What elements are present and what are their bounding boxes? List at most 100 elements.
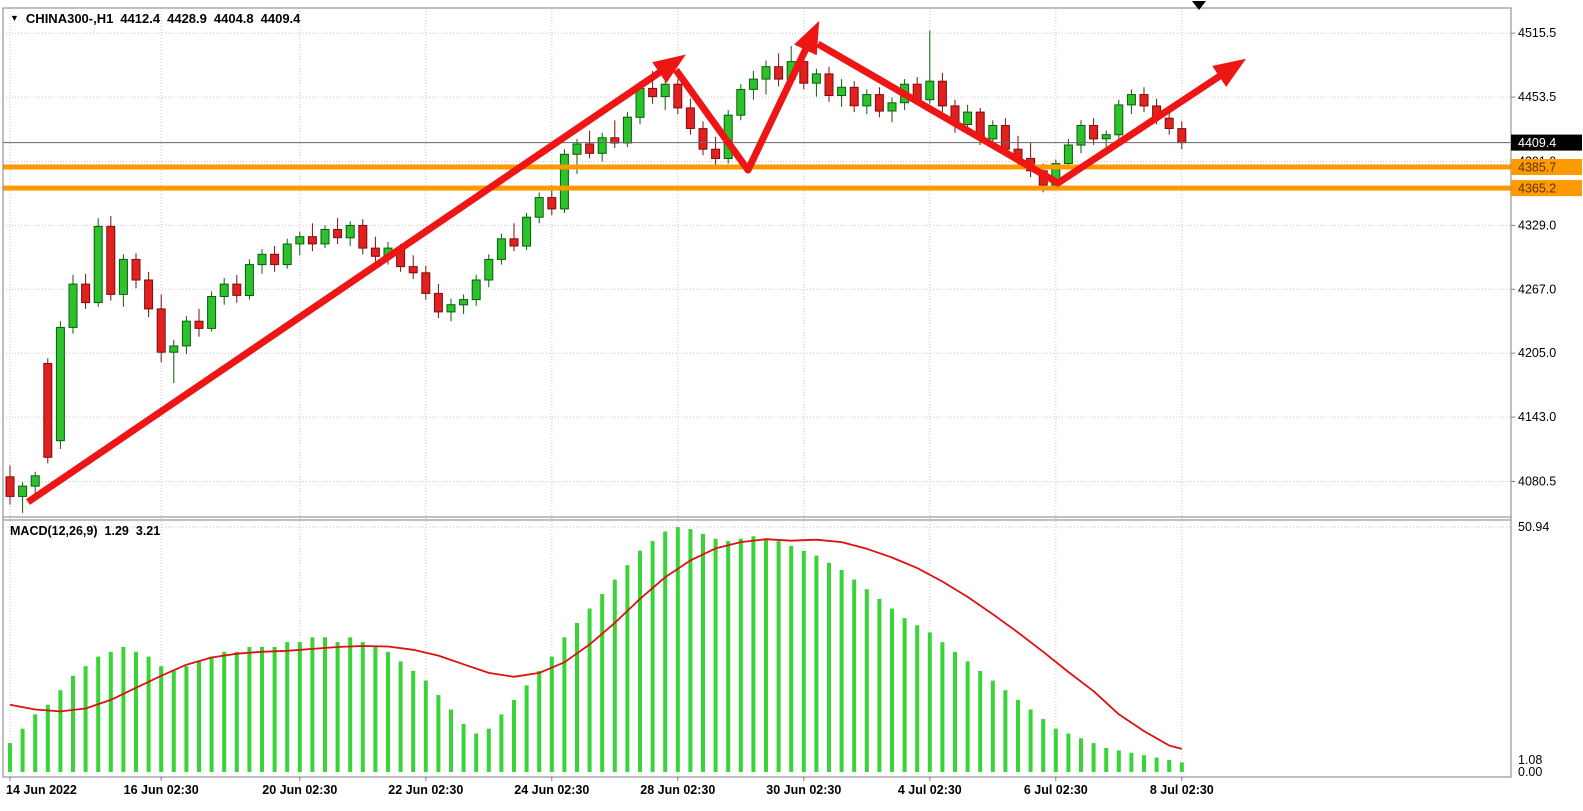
trend-arrow[interactable] (26, 54, 686, 505)
macd-bar (1016, 699, 1020, 772)
candle-body (673, 83, 683, 109)
candle-body (761, 66, 771, 80)
chart-borders (2, 7, 1512, 778)
candle-body (471, 279, 481, 301)
candle-body (307, 236, 317, 245)
candle-body (622, 116, 632, 144)
symbol-dropdown-icon[interactable]: ▼ (10, 13, 19, 23)
symbol-timeframe-label: CHINA300-,H1 (25, 11, 114, 26)
candle-body (358, 224, 368, 249)
candle-body (43, 363, 53, 458)
candle-body (837, 86, 847, 97)
chart-shift-marker-icon[interactable] (1192, 1, 1206, 10)
macd-bar (121, 647, 126, 772)
svg-text:4385.7: 4385.7 (1518, 161, 1556, 175)
macd-bar (1079, 738, 1083, 772)
macd-bar (1091, 743, 1096, 772)
candle-body (333, 229, 343, 239)
time-axis[interactable]: 14 Jun 2022 16 Jun 02:30 20 Jun 02:30 22 Ju… (6, 777, 1214, 797)
candle-body (484, 258, 494, 281)
time-tick-label: 4 Jul 02:30 (898, 783, 962, 797)
candle-body (207, 296, 217, 329)
candle-body (257, 253, 267, 266)
candle-body (421, 272, 431, 294)
macd-bar (335, 642, 340, 772)
macd-bar (1154, 757, 1159, 772)
time-tick-label: 6 Jul 02:30 (1024, 783, 1088, 797)
time-tick-label: 8 Jul 02:30 (1150, 783, 1214, 797)
macd-bar (537, 671, 542, 772)
macd-bar (1104, 748, 1109, 772)
price-tick-label: 4453.5 (1518, 90, 1556, 104)
trend-arrow[interactable] (673, 20, 820, 174)
candle-body (1063, 144, 1073, 164)
macd-bar (411, 671, 416, 772)
macd-bar (864, 589, 869, 772)
trend-arrow[interactable] (816, 40, 1247, 187)
trend-arrows[interactable] (26, 20, 1247, 505)
macd-bar (83, 666, 88, 772)
time-tick-label: 20 Jun 02:30 (262, 783, 337, 797)
macd-bar (499, 714, 504, 772)
candle-body (156, 308, 166, 353)
svg-text:4409.4: 4409.4 (1518, 136, 1556, 150)
macd-bar (297, 642, 302, 772)
svg-text:4365.2: 4365.2 (1518, 182, 1556, 196)
price-tick-label: 4080.5 (1518, 475, 1556, 489)
macd-bar (738, 538, 743, 772)
macd-tick-label: 1.08 (1518, 753, 1542, 767)
macd-bar (852, 579, 857, 772)
macd-bar (1066, 733, 1071, 772)
macd-bar (449, 709, 453, 772)
candle-body (282, 243, 292, 266)
candle-body (988, 125, 998, 140)
candle-body (1089, 125, 1099, 140)
candle-body (1139, 94, 1149, 107)
macd-bar (184, 666, 189, 772)
candle-body (459, 299, 469, 306)
candle-body (748, 78, 758, 90)
macd-bar (827, 562, 831, 772)
current-price-badge: 4409.4 (1511, 134, 1582, 151)
macd-bar (486, 728, 491, 772)
candle-body (937, 80, 947, 107)
candle-body (320, 229, 330, 245)
candle-body (1164, 117, 1174, 129)
candle-body (408, 266, 418, 274)
candle-body (131, 258, 141, 281)
macd-signal-current-value: 3.21 (135, 524, 161, 538)
candle-body (181, 320, 191, 347)
macd-bar (688, 529, 693, 772)
price-high-label: 4428.9 (167, 11, 207, 26)
candle-body (496, 238, 506, 260)
candle-body (232, 283, 242, 296)
macd-bar (348, 637, 353, 772)
macd-bar (1167, 760, 1172, 772)
macd-bar (713, 538, 718, 772)
macd-signal-line (9, 538, 1183, 750)
macd-bar (1142, 755, 1146, 772)
macd-indicator-header: MACD(12,26,9) 1.29 3.21 (10, 524, 160, 538)
macd-bar (360, 642, 365, 772)
macd-bar (625, 565, 630, 772)
macd-bar (96, 656, 101, 772)
macd-axis[interactable]: 50.94 1.080.00 (1518, 520, 1549, 779)
candle-body (1076, 125, 1086, 146)
macd-bar (285, 642, 290, 772)
macd-bar (600, 594, 605, 772)
macd-bar (612, 579, 617, 772)
candle-body (660, 83, 670, 98)
macd-bar (801, 550, 806, 772)
price-low-label: 4404.8 (213, 11, 254, 26)
macd-bar (953, 651, 957, 772)
level-price-badge: 4385.7 (1511, 159, 1582, 175)
grid-layer (3, 8, 1511, 777)
macd-bar (1053, 728, 1058, 772)
price-open-label: 4412.4 (120, 11, 161, 26)
candle-body (1000, 125, 1010, 150)
candle-body (1101, 134, 1111, 140)
candle-body (370, 247, 380, 257)
macd-bar (272, 647, 277, 772)
candle-body (446, 304, 456, 313)
